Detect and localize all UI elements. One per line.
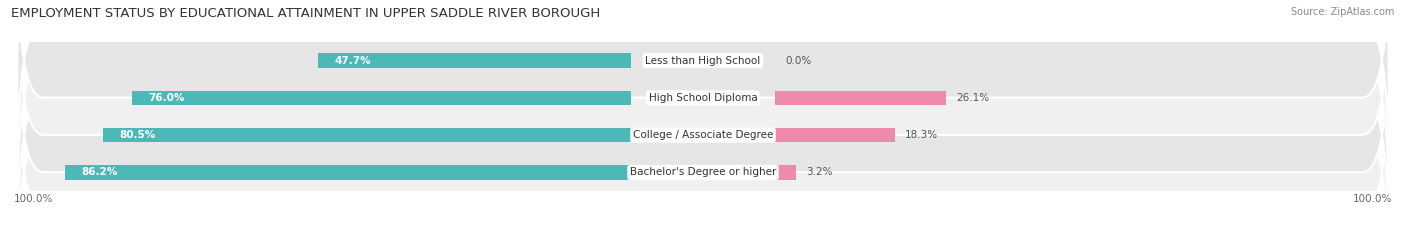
Text: 76.0%: 76.0% xyxy=(149,93,186,103)
Text: 100.0%: 100.0% xyxy=(1353,194,1392,204)
Bar xyxy=(103,128,631,142)
Text: 3.2%: 3.2% xyxy=(806,168,832,177)
Text: College / Associate Degree: College / Associate Degree xyxy=(633,130,773,140)
Text: 86.2%: 86.2% xyxy=(82,168,118,177)
Text: 80.5%: 80.5% xyxy=(120,130,155,140)
Text: EMPLOYMENT STATUS BY EDUCATIONAL ATTAINMENT IN UPPER SADDLE RIVER BOROUGH: EMPLOYMENT STATUS BY EDUCATIONAL ATTAINM… xyxy=(11,7,600,20)
Text: 100.0%: 100.0% xyxy=(14,194,53,204)
Bar xyxy=(65,165,631,180)
FancyBboxPatch shape xyxy=(17,0,1389,210)
Bar xyxy=(775,165,796,180)
FancyBboxPatch shape xyxy=(17,23,1389,233)
Text: 26.1%: 26.1% xyxy=(956,93,990,103)
FancyBboxPatch shape xyxy=(17,60,1389,233)
Bar xyxy=(132,91,631,105)
Text: Bachelor's Degree or higher: Bachelor's Degree or higher xyxy=(630,168,776,177)
Text: Less than High School: Less than High School xyxy=(645,56,761,65)
Bar xyxy=(775,91,946,105)
Text: Source: ZipAtlas.com: Source: ZipAtlas.com xyxy=(1291,7,1395,17)
Text: 0.0%: 0.0% xyxy=(785,56,811,65)
Text: 18.3%: 18.3% xyxy=(905,130,938,140)
Bar xyxy=(775,128,896,142)
Text: High School Diploma: High School Diploma xyxy=(648,93,758,103)
FancyBboxPatch shape xyxy=(17,0,1389,173)
Bar xyxy=(318,53,631,68)
Text: 47.7%: 47.7% xyxy=(335,56,371,65)
